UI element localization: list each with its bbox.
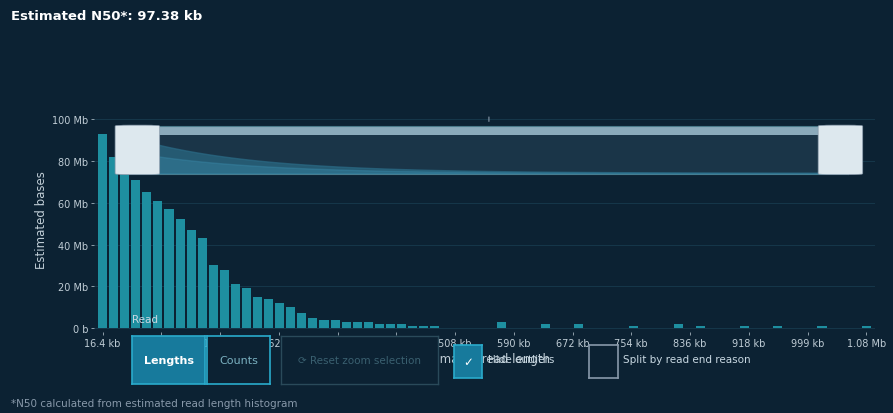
Bar [386, 324, 395, 328]
Bar [121, 166, 129, 328]
Bar [264, 299, 273, 328]
Text: Lengths: Lengths [144, 355, 194, 366]
Bar [320, 320, 329, 328]
Text: Read: Read [132, 314, 158, 324]
Bar [673, 324, 682, 328]
Bar [396, 324, 406, 328]
Bar [164, 209, 173, 328]
Bar [430, 326, 439, 328]
Bar [187, 230, 196, 328]
Text: Estimated N50*: 97.38 kb: Estimated N50*: 97.38 kb [11, 10, 202, 23]
Bar [231, 285, 240, 328]
Text: Split by read end reason: Split by read end reason [623, 354, 751, 364]
FancyBboxPatch shape [818, 126, 863, 175]
Bar [862, 326, 871, 328]
Bar [209, 266, 218, 328]
Bar [353, 322, 362, 328]
Bar [419, 326, 428, 328]
Bar [109, 157, 118, 328]
Bar [154, 201, 163, 328]
Text: Hide outliers: Hide outliers [488, 354, 554, 364]
Bar [375, 324, 384, 328]
X-axis label: Estimated read length: Estimated read length [419, 352, 550, 365]
Bar [630, 326, 638, 328]
FancyBboxPatch shape [115, 126, 160, 175]
Bar [297, 314, 306, 328]
FancyBboxPatch shape [129, 127, 848, 135]
Bar [308, 318, 317, 328]
Bar [408, 326, 417, 328]
Bar [330, 320, 339, 328]
Bar [541, 324, 550, 328]
Y-axis label: Estimated bases: Estimated bases [35, 171, 48, 269]
Bar [131, 180, 140, 328]
Bar [176, 220, 185, 328]
Bar [242, 289, 251, 328]
Text: Counts: Counts [219, 355, 258, 366]
Bar [773, 326, 782, 328]
Bar [220, 270, 229, 328]
Text: ⟳ Reset zoom selection: ⟳ Reset zoom selection [298, 355, 421, 366]
Bar [696, 326, 705, 328]
Bar [363, 322, 372, 328]
Bar [817, 326, 827, 328]
Bar [341, 322, 351, 328]
Bar [287, 307, 296, 328]
Text: ✓: ✓ [463, 355, 473, 368]
Bar [275, 303, 284, 328]
Bar [497, 322, 505, 328]
Bar [574, 324, 583, 328]
Text: *N50 calculated from estimated read length histogram: *N50 calculated from estimated read leng… [11, 398, 297, 408]
Bar [98, 135, 107, 328]
Bar [740, 326, 749, 328]
Bar [142, 193, 152, 328]
Bar [197, 239, 207, 328]
Bar [253, 297, 263, 328]
